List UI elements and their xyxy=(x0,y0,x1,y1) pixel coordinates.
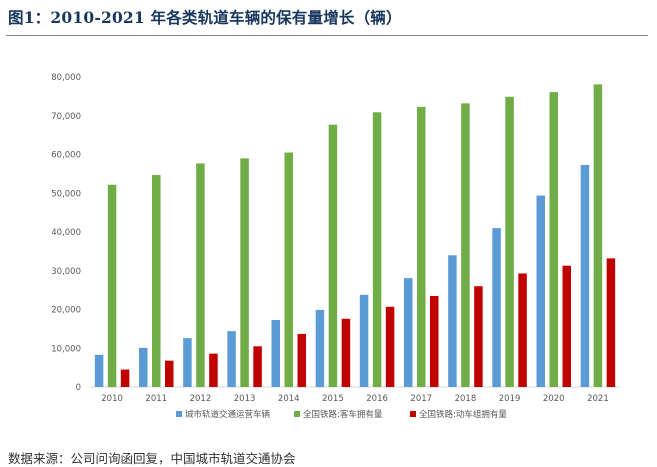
bar-1-2016 xyxy=(359,294,369,387)
bar-1-2020 xyxy=(536,195,545,387)
y-tick-label: 0 xyxy=(76,383,81,393)
bar-2-2012 xyxy=(196,163,205,387)
x-tick-label: 2015 xyxy=(322,394,344,404)
bar-3-2010 xyxy=(120,369,130,387)
legend-swatch xyxy=(410,411,416,417)
bar-3-2018 xyxy=(474,286,483,387)
y-tick-label: 70,000 xyxy=(51,112,81,122)
bar-2-2015 xyxy=(328,124,338,387)
bar-chart: 0 10,000 20,000 30,000 40,000 50,000 60,000 70,… xyxy=(51,73,620,420)
bar-2-2010 xyxy=(107,184,117,387)
bar-1-2012 xyxy=(183,338,192,387)
legend-label: 城市轨道交通运营车辆 xyxy=(185,409,271,420)
x-tick-label: 2018 xyxy=(455,394,477,404)
bar-1-2015 xyxy=(315,309,325,387)
bar-3-2014 xyxy=(297,333,306,387)
x-tick-label: 2016 xyxy=(366,394,388,404)
bar-2-2016 xyxy=(372,112,382,387)
y-tick-label: 10,000 xyxy=(51,344,81,354)
bar-1-2014 xyxy=(271,319,280,387)
bar-2-2020 xyxy=(549,92,558,388)
figure-title: 图1：2010-2021 年各类轨道车辆的保有量增长（辆） xyxy=(8,8,402,27)
bar-1-2011 xyxy=(139,347,148,387)
legend-label: 全国铁路:动车组拥有量 xyxy=(419,409,507,420)
x-tick-label: 2019 xyxy=(499,394,521,404)
bar-2-2014 xyxy=(284,152,293,387)
bar-1-2010 xyxy=(94,354,104,387)
bar-2-2011 xyxy=(152,175,161,387)
bar-1-2021 xyxy=(580,164,590,387)
bar-3-2016 xyxy=(385,306,395,387)
x-tick-label: 2021 xyxy=(587,394,609,404)
x-tick-label: 2014 xyxy=(278,394,300,404)
y-tick-label: 40,000 xyxy=(51,228,81,238)
x-tick-label: 2013 xyxy=(234,394,256,404)
x-tick-label: 2012 xyxy=(190,394,212,404)
bar-3-2021 xyxy=(606,258,616,387)
title-divider xyxy=(6,35,648,36)
legend-label: 全国铁路:客车拥有量 xyxy=(303,409,383,420)
bar-2-2021 xyxy=(593,84,603,388)
bar-3-2013 xyxy=(253,346,262,387)
bar-3-2019 xyxy=(518,273,527,387)
y-tick-label: 50,000 xyxy=(51,189,81,199)
bar-3-2012 xyxy=(209,353,218,387)
bar-2-2013 xyxy=(240,158,249,387)
x-tick-label: 2020 xyxy=(543,394,565,404)
y-tick-label: 30,000 xyxy=(51,267,81,277)
bar-3-2017 xyxy=(430,295,439,387)
bar-1-2013 xyxy=(227,331,236,387)
bar-2-2018 xyxy=(461,103,470,387)
legend-swatch xyxy=(294,411,300,417)
y-tick-label: 60,000 xyxy=(51,151,81,161)
y-tick-label: 20,000 xyxy=(51,306,81,316)
y-tick-label: 80,000 xyxy=(51,73,81,83)
bar-3-2011 xyxy=(165,360,174,387)
bar-1-2017 xyxy=(404,278,413,387)
bar-1-2018 xyxy=(448,255,457,387)
x-tick-label: 2017 xyxy=(410,394,432,404)
bar-2-2017 xyxy=(417,106,426,388)
x-tick-label: 2010 xyxy=(101,394,123,404)
bar-1-2019 xyxy=(492,228,501,387)
legend-swatch xyxy=(176,411,182,417)
bar-3-2015 xyxy=(341,318,351,387)
x-tick-label: 2011 xyxy=(145,394,167,404)
bar-3-2020 xyxy=(562,265,571,387)
bar-2-2019 xyxy=(505,96,514,387)
